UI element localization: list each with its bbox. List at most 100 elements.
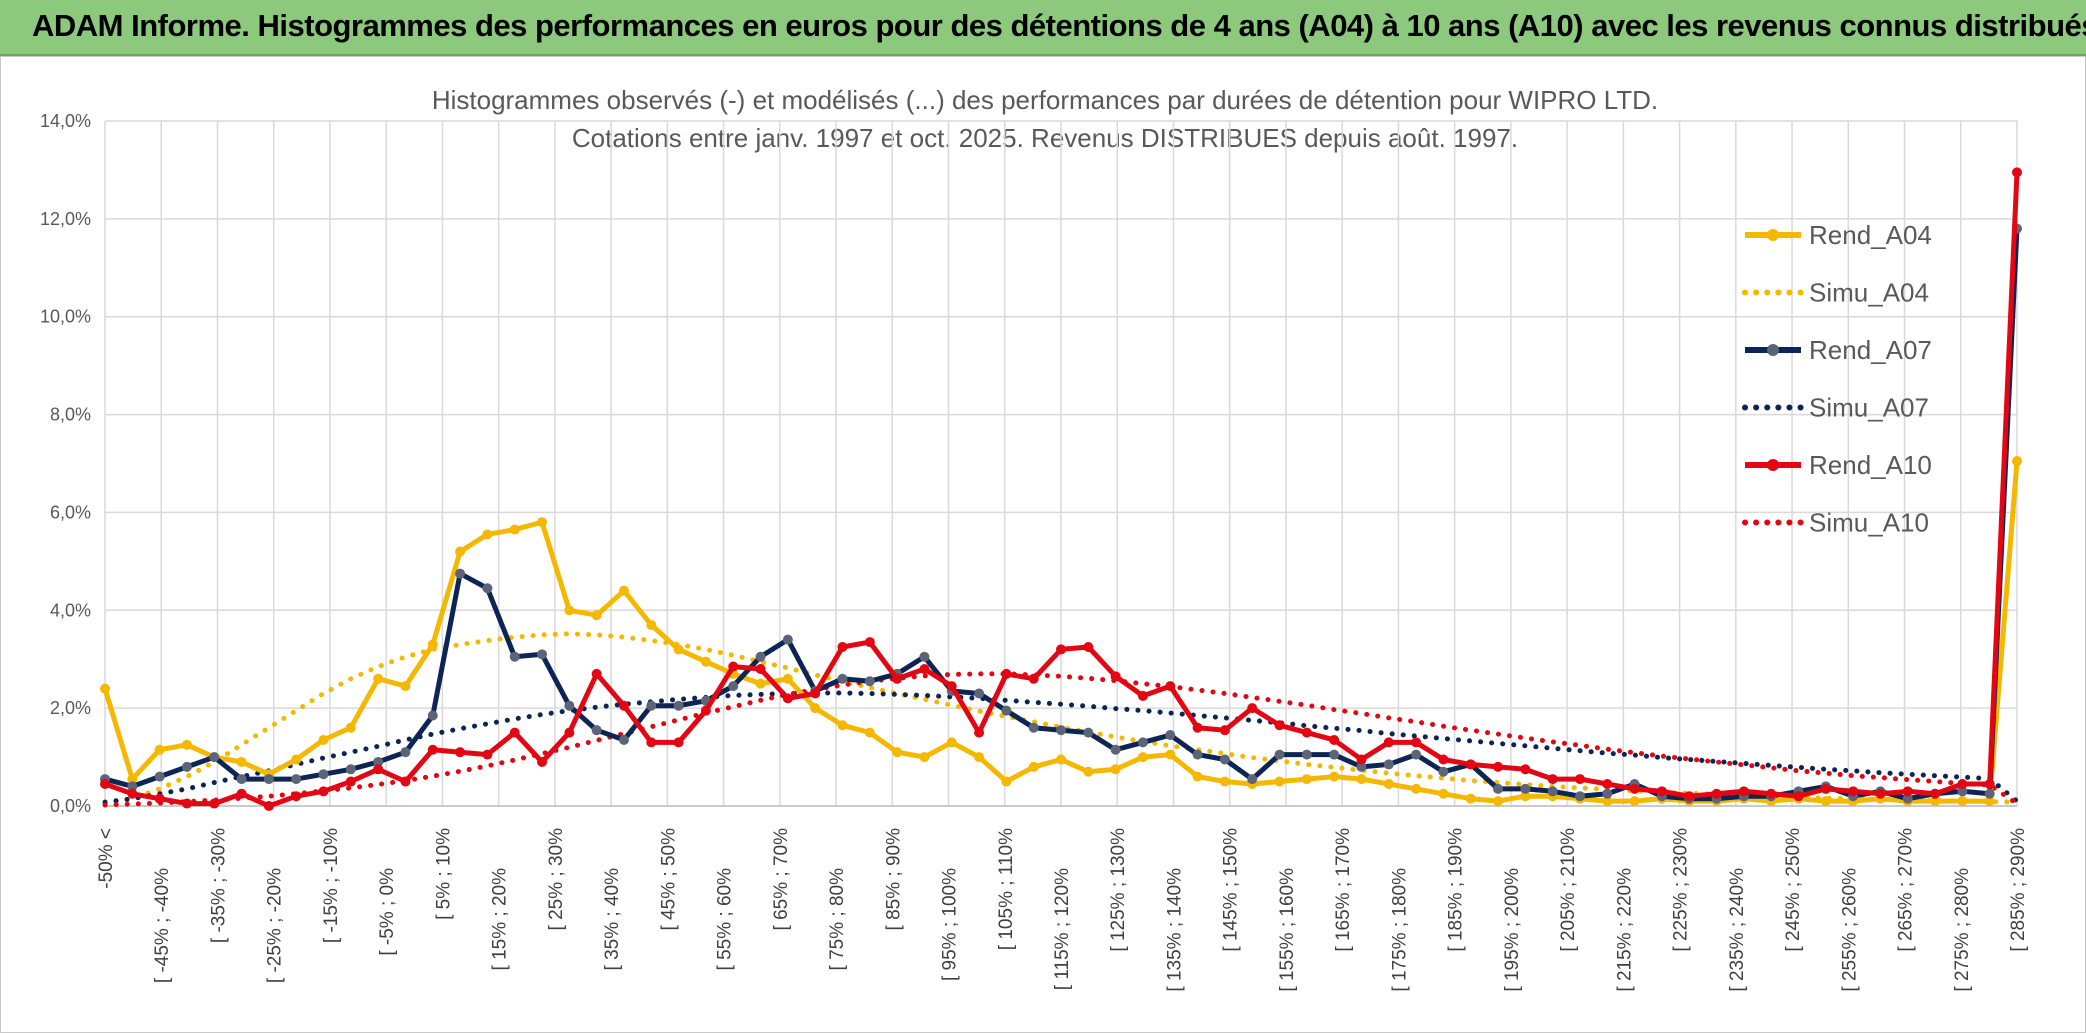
x-tick-label: [ 65% ; 70% — [771, 828, 792, 931]
data-point-rend-a10 — [100, 778, 110, 789]
data-point-rend-a07 — [1192, 749, 1203, 760]
data-point-rend-a10 — [1848, 786, 1859, 797]
data-point-rend-a07 — [1083, 727, 1094, 738]
data-point-rend-a10 — [1875, 788, 1886, 799]
x-tick-label: [ 245% ; 250% — [1783, 828, 1804, 952]
data-point-rend-a04 — [1411, 783, 1422, 794]
data-point-rend-a04 — [1329, 771, 1340, 782]
data-point-rend-a10 — [537, 756, 548, 767]
data-point-rend-a07 — [755, 651, 766, 662]
data-point-rend-a04 — [509, 524, 520, 535]
data-point-rend-a10 — [700, 705, 711, 716]
data-point-rend-a07 — [1438, 766, 1449, 777]
data-point-rend-a04 — [974, 752, 985, 763]
series-line-simu-a07 — [102, 690, 2020, 805]
data-point-rend-a04 — [482, 529, 493, 540]
data-point-rend-a04 — [2012, 456, 2022, 467]
data-point-rend-a04 — [919, 752, 930, 763]
data-point-rend-a04 — [1110, 764, 1121, 775]
data-point-rend-a10 — [1766, 788, 1777, 799]
data-point-rend-a07 — [345, 764, 356, 775]
data-point-rend-a04 — [1192, 771, 1203, 782]
data-point-rend-a04 — [1274, 776, 1285, 787]
data-point-rend-a10 — [1684, 791, 1695, 802]
data-point-rend-a10 — [810, 688, 821, 699]
data-point-rend-a07 — [373, 756, 384, 767]
y-tick-label: 12,0% — [40, 209, 91, 229]
data-point-rend-a10 — [1274, 720, 1285, 731]
data-point-rend-a10 — [1711, 788, 1722, 799]
data-point-rend-a04 — [100, 683, 110, 694]
data-point-rend-a04 — [1438, 788, 1449, 799]
data-point-rend-a10 — [263, 801, 274, 811]
data-point-rend-a04 — [1930, 796, 1941, 807]
data-point-rend-a07 — [728, 681, 739, 692]
data-point-rend-a07 — [1520, 783, 1531, 794]
y-tick-label: 14,0% — [40, 111, 91, 131]
y-tick-label: 0,0% — [50, 796, 91, 816]
data-point-rend-a04 — [837, 720, 848, 731]
data-point-rend-a04 — [1493, 796, 1504, 807]
data-point-rend-a07 — [1247, 774, 1258, 785]
data-point-rend-a04 — [1356, 774, 1367, 785]
data-point-rend-a04 — [864, 727, 875, 738]
x-tick-label: [ 35% ; 40% — [602, 868, 623, 971]
data-point-rend-a04 — [1219, 776, 1230, 787]
x-axis: -50% < [ -45% ; -40% [ -35% ; -30% [ -25% ;… — [96, 828, 2029, 992]
data-point-rend-a04 — [810, 703, 821, 714]
data-point-rend-a07 — [1547, 786, 1558, 797]
chart-legend: Rend_A04 Simu_A04 Rend_A07 Simu_A07 Rend_A10… — [1742, 220, 1932, 538]
data-point-rend-a07 — [236, 774, 247, 785]
x-tick-label: [ 75% ; 80% — [827, 868, 848, 971]
data-point-rend-a04 — [1383, 778, 1394, 789]
data-point-rend-a10 — [946, 681, 957, 692]
x-tick-label: [ 155% ; 160% — [1277, 868, 1298, 992]
data-point-rend-a04 — [1137, 752, 1148, 763]
x-tick-label: [ 25% ; 30% — [546, 828, 567, 931]
data-point-rend-a07 — [318, 769, 329, 780]
x-tick-label: [ -15% ; -10% — [321, 828, 342, 943]
data-point-rend-a07 — [919, 651, 930, 662]
data-point-rend-a10 — [1001, 668, 1012, 679]
data-point-rend-a07 — [427, 710, 438, 721]
data-point-rend-a07 — [291, 774, 302, 785]
data-point-rend-a04 — [1165, 749, 1176, 760]
legend-marker — [1767, 459, 1779, 471]
x-tick-label: [ 15% ; 20% — [490, 868, 511, 971]
data-point-rend-a10 — [1247, 703, 1258, 714]
data-point-rend-a10 — [974, 727, 985, 738]
x-tick-label: [ 185% ; 190% — [1446, 828, 1467, 952]
data-point-rend-a10 — [209, 798, 220, 809]
data-point-rend-a10 — [1192, 722, 1203, 733]
data-point-rend-a04 — [1028, 761, 1039, 772]
x-tick-label: [ 125% ; 130% — [1108, 828, 1129, 952]
data-point-rend-a07 — [1056, 725, 1066, 736]
y-tick-label: 4,0% — [50, 600, 91, 620]
legend-label-simu-a04: Simu_A04 — [1809, 278, 1929, 308]
x-tick-label: [ 115% ; 120% — [1052, 868, 1073, 990]
data-point-rend-a04 — [537, 517, 548, 528]
data-point-rend-a10 — [864, 637, 875, 648]
data-point-rend-a10 — [646, 737, 657, 748]
x-tick-label: [ 275% ; 280% — [1952, 868, 1973, 992]
data-point-rend-a10 — [400, 776, 411, 787]
data-point-rend-a10 — [1656, 786, 1667, 797]
data-point-rend-a10 — [1738, 786, 1749, 797]
data-point-rend-a04 — [373, 673, 384, 684]
data-point-rend-a04 — [1301, 774, 1312, 785]
data-point-rend-a04 — [646, 619, 657, 630]
data-point-rend-a10 — [127, 788, 138, 799]
data-point-rend-a07 — [263, 774, 274, 785]
data-point-rend-a04 — [673, 644, 684, 655]
data-point-rend-a10 — [1957, 778, 1968, 789]
data-point-rend-a10 — [291, 791, 302, 802]
data-point-rend-a10 — [1493, 761, 1504, 772]
data-point-rend-a04 — [1083, 766, 1094, 777]
x-tick-label: [ 195% ; 200% — [1502, 868, 1523, 992]
data-point-rend-a07 — [1219, 754, 1230, 765]
data-point-rend-a04 — [591, 610, 602, 621]
chart-container: Histogrammes observés (-) et modélisés (… — [0, 56, 2086, 1033]
data-point-rend-a04 — [1602, 796, 1613, 807]
data-point-rend-a10 — [1602, 778, 1613, 789]
data-point-rend-a10 — [318, 786, 329, 797]
